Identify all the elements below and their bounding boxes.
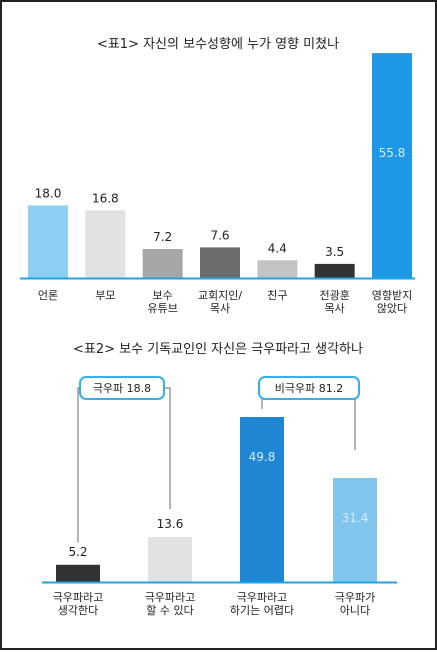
chart2-category-label-1: 극우파라고 xyxy=(145,591,196,604)
chart1-bar-0 xyxy=(28,205,68,278)
chart2-value-label-2: 49.8 xyxy=(249,450,276,464)
chart1-category-label-5: 목사 xyxy=(325,302,345,315)
chart2-category-label-2: 극우파라고 xyxy=(237,591,288,604)
chart1-category-label-1: 부모 xyxy=(95,289,115,302)
chart2-category-label-0: 생각한다 xyxy=(58,604,98,617)
chart2-group-box-1 xyxy=(258,376,360,400)
chart2-group-label-1: 비극우파 81.2 xyxy=(275,382,343,395)
chart2-value-label-1: 13.6 xyxy=(157,517,184,531)
chart1-category-label-3: 목사 xyxy=(210,302,230,315)
chart1-value-label-3: 7.6 xyxy=(210,228,229,242)
chart2-category-label-2: 하기는 어렵다 xyxy=(230,603,294,617)
chart1-value-label-2: 7.2 xyxy=(153,230,172,244)
chart2-title: <표2> 보수 기독교인인 자신은 극우파라고 생각하나 xyxy=(73,342,363,357)
chart1-value-label-5: 3.5 xyxy=(325,245,344,259)
chart1-category-label-5: 전광훈 xyxy=(319,289,349,302)
chart1-bar-4 xyxy=(257,260,298,278)
chart2-bar-3 xyxy=(333,477,377,582)
chart1-bar-6 xyxy=(372,53,412,278)
chart2-value-label-3: 31.4 xyxy=(342,511,369,525)
chart1-bar-2 xyxy=(142,248,183,278)
chart1-value-label-0: 18.0 xyxy=(35,186,62,200)
chart1-category-label-6: 않았다 xyxy=(377,302,407,315)
chart2-group-label-0: 극우파 18.8 xyxy=(93,382,151,395)
chart1-category-label-2: 보수 xyxy=(153,289,173,302)
chart1-category-label-6: 영향받지 xyxy=(372,289,412,302)
chart1-bar-5 xyxy=(314,263,355,278)
chart2-bar-1 xyxy=(148,536,192,582)
chart1-category-label-2: 유튜브 xyxy=(147,302,177,315)
chart1-category-label-0: 언론 xyxy=(38,289,58,302)
chart1-value-label-6: 55.8 xyxy=(379,146,406,160)
chart2-bar-2 xyxy=(240,417,284,582)
chart2-bar-0 xyxy=(56,564,100,582)
chart1-bar-3 xyxy=(200,247,240,278)
chart1-title: <표1> 자신의 보수성향에 누가 영향 미쳤나 xyxy=(97,37,339,52)
chart1-value-label-4: 4.4 xyxy=(268,241,287,255)
chart2-group-box-0 xyxy=(79,376,165,400)
chart1-value-label-1: 16.8 xyxy=(92,191,119,205)
chart1-bar-1 xyxy=(85,210,126,278)
chart1-category-label-3: 교회지인/ xyxy=(198,289,242,302)
chart2-category-label-1: 할 수 있다 xyxy=(146,604,193,617)
chart2-category-label-0: 극우파라고 xyxy=(53,591,104,604)
chart2-category-label-3: 아니다 xyxy=(340,604,370,617)
chart2-category-label-3: 극우파가 xyxy=(335,591,375,604)
chart1-category-label-4: 친구 xyxy=(267,289,287,302)
chart2-value-label-0: 5.2 xyxy=(68,545,87,559)
